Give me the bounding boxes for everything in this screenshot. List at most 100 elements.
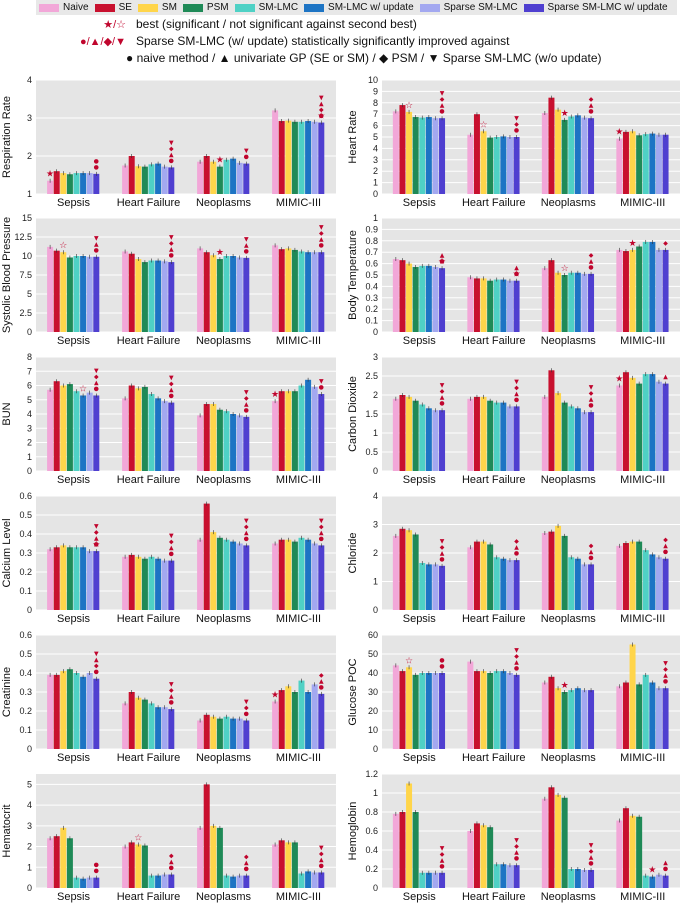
bar — [581, 273, 588, 332]
significance-marker: ▼ — [514, 115, 519, 122]
bar — [223, 539, 230, 610]
bar — [272, 543, 279, 610]
y-tick-label: 6 — [27, 381, 32, 391]
bar — [122, 251, 129, 332]
significance-marker: ◆ — [319, 672, 324, 679]
bar — [500, 671, 507, 749]
bar — [439, 872, 446, 888]
x-category-label: Sepsis — [57, 474, 91, 486]
bar — [548, 531, 555, 610]
bar — [161, 261, 168, 332]
bar — [122, 398, 129, 471]
bar — [60, 173, 67, 194]
significance-marker: ● — [94, 385, 99, 392]
significance-marker: ▲ — [244, 860, 249, 867]
bar — [392, 665, 399, 749]
bar — [555, 109, 562, 194]
significance-marker: ▲ — [94, 241, 99, 248]
bar — [636, 541, 643, 610]
bar — [588, 412, 595, 471]
significance-marker: ▲ — [440, 550, 445, 557]
bar — [161, 707, 168, 749]
bar — [513, 865, 520, 888]
bar — [66, 174, 73, 194]
bar — [135, 166, 142, 194]
bar — [662, 383, 669, 471]
bar — [406, 530, 413, 610]
legend-area: Naive SE SM PSM SM-LMC SM-LMC w/ update Sparse… — [0, 0, 687, 72]
bar — [318, 693, 325, 749]
legend-label: SE — [118, 2, 132, 13]
bar — [568, 690, 575, 749]
bar — [513, 137, 520, 194]
y-tick-label: 0 — [373, 466, 378, 476]
bar — [649, 682, 656, 749]
significance-marker: ▼ — [514, 837, 519, 844]
bar — [155, 707, 162, 749]
bar — [155, 875, 162, 888]
bar — [548, 676, 555, 749]
bar — [616, 820, 623, 888]
legend-row: Naive SE SM PSM SM-LMC SM-LMC w/ update Sparse… — [36, 0, 677, 15]
bar — [141, 262, 148, 332]
x-category-label: Sepsis — [57, 197, 91, 209]
significance-marker: ▼ — [319, 844, 324, 851]
significance-marker: ▼ — [244, 389, 249, 396]
bar — [574, 558, 581, 610]
bar — [278, 840, 285, 888]
bar — [53, 381, 60, 471]
bar — [500, 558, 507, 610]
best-star-marker: ☆ — [317, 112, 325, 122]
bar — [555, 525, 562, 610]
y-tick-label: 0.3 — [365, 293, 378, 303]
bar — [230, 158, 237, 194]
best-star-marker: ★ — [216, 248, 224, 258]
bar — [161, 560, 168, 610]
chart-body-temperature: 00.1 0.20.3 0.40.50.6 0.70.8 0.91 Body Temper… — [347, 213, 680, 347]
bar — [642, 875, 649, 888]
bar — [243, 163, 250, 194]
bar — [230, 256, 237, 332]
bar — [616, 138, 623, 194]
bar — [155, 163, 162, 194]
bar — [128, 842, 135, 888]
bar — [47, 838, 54, 888]
bar — [86, 256, 93, 332]
bar — [305, 539, 312, 610]
bar — [203, 714, 210, 749]
bar — [419, 872, 426, 888]
bar — [629, 249, 636, 332]
significance-marker: ▲ — [589, 258, 594, 265]
bar — [616, 385, 623, 471]
bar — [47, 180, 54, 194]
bar — [467, 547, 474, 610]
bar — [80, 173, 87, 194]
y-tick-label: 0.4 — [365, 281, 378, 291]
bar — [561, 402, 568, 471]
significance-marker: ▲ — [589, 396, 594, 403]
significance-marker: ● — [514, 665, 519, 672]
significance-marker: ▲ — [440, 857, 445, 864]
bar — [622, 808, 629, 888]
bar — [86, 877, 93, 888]
y-tick-label: 2 — [27, 842, 32, 852]
y-tick-label: 1 — [373, 577, 378, 587]
y-tick-label: 1 — [373, 428, 378, 438]
bar — [243, 545, 250, 610]
bar — [135, 556, 142, 610]
bar — [197, 161, 204, 194]
bar — [318, 872, 325, 888]
significance-marker: ▲ — [589, 102, 594, 109]
y-tick-label: 6 — [373, 121, 378, 131]
bar — [655, 874, 662, 888]
bar — [141, 699, 148, 749]
legend-item-sm-lmc: SM-LMC — [234, 2, 298, 13]
y-axis-label: Glucose POC — [347, 658, 359, 725]
note1-symbols: ★/☆ — [103, 19, 126, 31]
bar — [168, 402, 175, 471]
bar — [473, 823, 480, 888]
significance-marker: ◆ — [244, 523, 249, 530]
significance-marker: ● — [514, 396, 519, 403]
